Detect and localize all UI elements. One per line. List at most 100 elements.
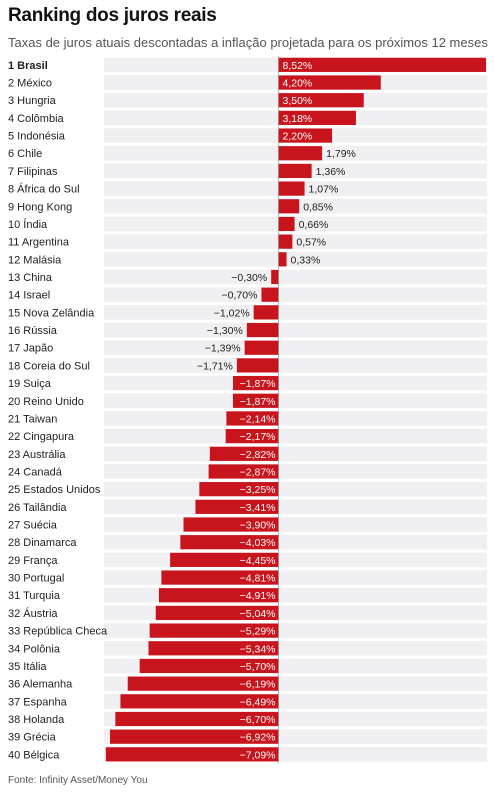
value-label: −1,87% (240, 378, 276, 390)
category-label: 15 Nova Zelândia (8, 307, 95, 319)
category-label: 36 Alemanha (8, 679, 73, 691)
value-label: −4,91% (240, 590, 276, 602)
category-label: 14 Israel (8, 290, 50, 302)
value-label: −1,71% (197, 360, 233, 372)
category-label: 1 Brasil (8, 60, 48, 72)
bar (183, 517, 279, 532)
category-label: 6 Chile (8, 148, 42, 160)
value-label: 1,79% (326, 148, 356, 160)
category-label: 9 Hong Kong (8, 201, 72, 213)
row-background (104, 464, 487, 479)
row-background (104, 251, 487, 267)
category-label: 16 Rússia (8, 325, 58, 337)
category-label: 39 Grécia (8, 732, 57, 744)
bar (209, 446, 279, 461)
bar (271, 269, 279, 285)
row-background (104, 375, 487, 391)
value-label: 4,20% (283, 78, 313, 90)
row-background (104, 287, 487, 303)
value-label: 8,52% (283, 60, 313, 72)
row-background (104, 428, 487, 444)
bar (148, 641, 279, 656)
value-label: −5,34% (240, 643, 276, 655)
category-label: 24 Canadá (8, 466, 63, 478)
bar (155, 605, 279, 621)
value-label: −3,90% (240, 520, 276, 532)
row-background (104, 340, 487, 356)
row-background (104, 322, 487, 338)
value-label: −4,81% (240, 573, 276, 585)
bar (278, 252, 287, 267)
bar (226, 411, 279, 426)
bar (120, 694, 279, 709)
bar (232, 393, 279, 408)
category-label: 34 Polônia (8, 643, 61, 655)
value-label: 0,85% (303, 201, 333, 213)
value-label: −2,87% (240, 466, 276, 478)
bar (195, 499, 279, 514)
value-label: −2,17% (240, 431, 276, 443)
category-label: 26 Tailândia (8, 502, 67, 514)
bar (199, 482, 279, 497)
row-background (104, 481, 487, 497)
category-label: 20 Reino Unido (8, 396, 84, 408)
value-label: −2,14% (240, 413, 276, 425)
value-label: 0,33% (291, 254, 321, 266)
value-label: 3,18% (283, 113, 313, 125)
value-label: −1,30% (207, 325, 243, 337)
bar (278, 93, 364, 108)
category-label: 35 Itália (8, 661, 47, 673)
value-label: −3,41% (240, 502, 276, 514)
bar (105, 747, 279, 762)
category-label: 19 Suiça (8, 378, 52, 390)
category-label: 22 Cingapura (8, 431, 75, 443)
value-label: 0,66% (299, 219, 329, 231)
row-background (104, 234, 487, 249)
row-background (104, 534, 487, 550)
bar (139, 658, 279, 674)
category-label: 8 África do Sul (8, 183, 80, 196)
bar (115, 711, 279, 727)
bar (278, 110, 356, 125)
bar (246, 322, 279, 338)
category-label: 27 Suécia (8, 520, 58, 532)
value-label: 1,36% (316, 166, 346, 178)
category-label: 30 Portugal (8, 573, 64, 585)
bar (109, 729, 279, 744)
row-background (104, 499, 487, 515)
category-label: 18 Coreia do Sul (8, 360, 90, 372)
row-background (104, 517, 487, 532)
value-label: 0,57% (296, 237, 326, 249)
category-label: 5 Indonésia (8, 131, 66, 143)
value-label: 3,50% (283, 95, 313, 107)
row-background (104, 216, 487, 232)
category-label: 37 Espanha (8, 696, 68, 708)
value-label: −4,03% (240, 537, 276, 549)
value-label: −2,82% (240, 449, 276, 461)
bar (232, 375, 279, 391)
bar (278, 163, 312, 179)
chart-subtitle: Taxas de juros atuais descontadas a infl… (8, 35, 488, 50)
value-label: −6,92% (240, 732, 276, 744)
bar (236, 358, 279, 373)
category-label: 33 República Checa (8, 626, 108, 638)
bar (278, 199, 300, 214)
value-label: −4,45% (240, 555, 276, 567)
category-label: 29 França (8, 555, 58, 567)
value-label: −5,29% (240, 626, 276, 638)
category-label: 3 Hungria (8, 95, 57, 107)
category-label: 11 Argentina (8, 237, 70, 249)
value-label: −1,39% (205, 343, 241, 355)
bar (208, 464, 279, 479)
value-label: −6,70% (240, 714, 276, 726)
chart-title: Ranking dos juros reais (8, 5, 217, 26)
bar (261, 287, 279, 302)
bar (278, 216, 295, 232)
row-background (104, 393, 487, 409)
bar (158, 588, 279, 603)
row-background (104, 411, 487, 426)
row-background (104, 358, 487, 373)
category-label: 21 Taiwan (8, 413, 57, 425)
bar (278, 75, 381, 90)
